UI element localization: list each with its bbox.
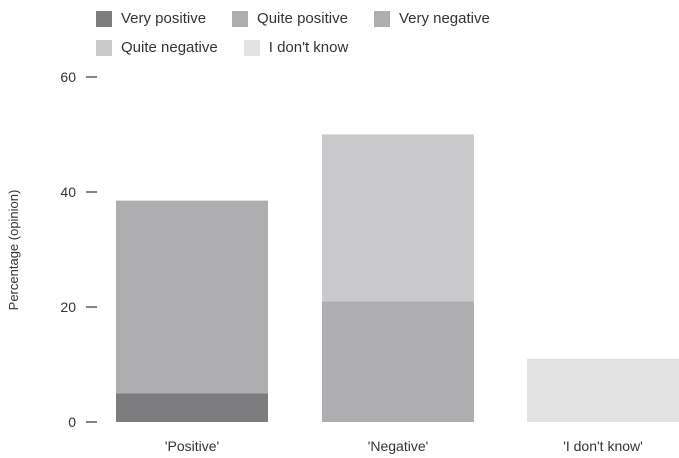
legend-item-quite-positive: Quite positive — [232, 10, 348, 27]
bar-negative-very-negative — [322, 301, 474, 422]
legend-swatch-very-negative — [373, 10, 390, 27]
legend-item-very-positive: Very positive — [96, 10, 206, 27]
y-tick-label-0: 0 — [68, 414, 76, 430]
y-tick-label-60: 60 — [60, 69, 76, 85]
bar-negative-quite-negative — [322, 134, 474, 302]
legend-item-quite-negative: Quite negative — [96, 39, 218, 56]
legend-item-very-negative: Very negative — [373, 10, 490, 27]
bar-positive-quite-positive — [116, 200, 268, 394]
x-tick-label-i-don-t-know: 'I don't know' — [563, 438, 643, 454]
bar-i-don-t-know-i-don-t-know — [527, 358, 679, 422]
legend-row-2: Quite negative I don't know — [96, 33, 656, 62]
legend-label-quite-positive: Quite positive — [257, 10, 348, 27]
legend-label-very-positive: Very positive — [121, 10, 207, 27]
legend-swatch-quite-negative — [96, 39, 112, 56]
legend-swatch-quite-positive — [232, 10, 249, 27]
legend-row-1: Very positive Quite positive Very negati… — [96, 4, 656, 33]
bar-positive-very-positive — [116, 393, 268, 422]
legend-swatch-i-dont-know — [243, 39, 260, 56]
y-axis-label: Percentage (opinion) — [6, 190, 21, 311]
legend-label-i-dont-know: I don't know — [268, 39, 349, 56]
bars — [116, 134, 679, 422]
legend-label-very-negative: Very negative — [398, 10, 490, 27]
legend: Very positive Quite positive Very negati… — [96, 4, 656, 62]
x-axis: 'Positive' 'Negative' 'I don't know' — [165, 438, 643, 454]
legend-swatch-very-positive — [96, 10, 112, 27]
legend-item-i-dont-know: I don't know — [243, 39, 349, 56]
y-axis: 0 20 40 60 — [60, 69, 97, 430]
x-tick-label-positive: 'Positive' — [165, 438, 219, 454]
x-tick-label-negative: 'Negative' — [368, 438, 429, 454]
legend-label-quite-negative: Quite negative — [121, 39, 218, 56]
y-tick-label-20: 20 — [60, 299, 76, 315]
y-tick-label-40: 40 — [60, 184, 76, 200]
